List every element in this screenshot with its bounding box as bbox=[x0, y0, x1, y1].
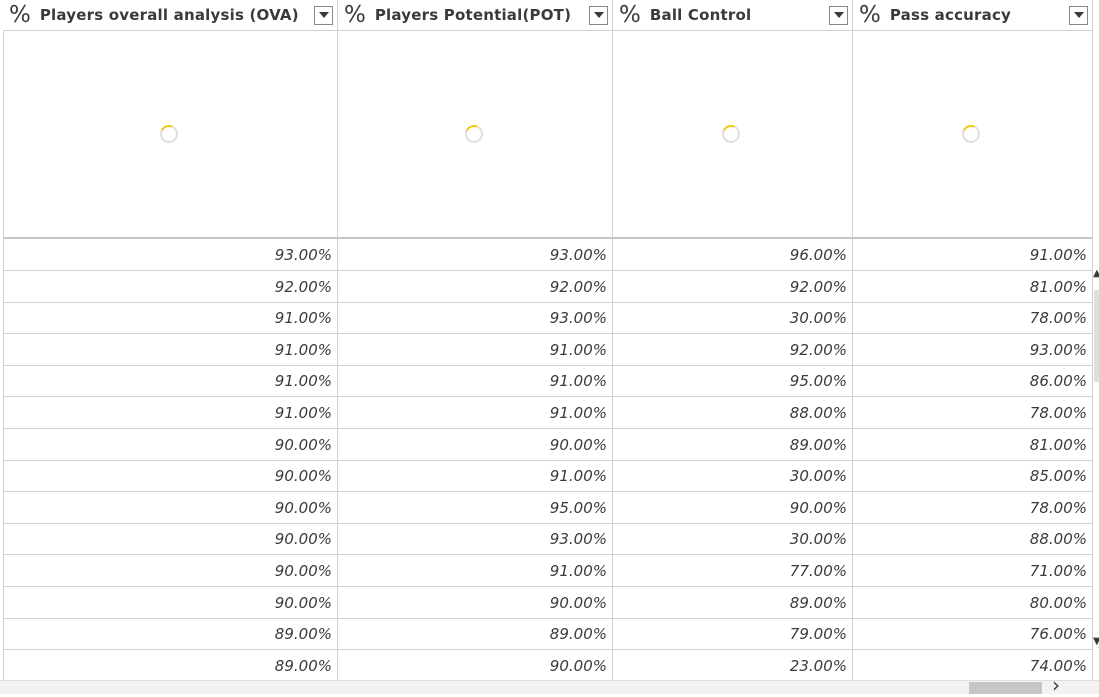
table-cell: 92.00% bbox=[613, 334, 853, 366]
percent-icon: % bbox=[619, 1, 641, 28]
table-cell: 90.00% bbox=[3, 587, 338, 619]
column-stats-pass-accuracy bbox=[853, 31, 1093, 239]
table-cell: 91.00% bbox=[3, 365, 338, 397]
column-header-ova[interactable]: % Players overall analysis (OVA) bbox=[3, 0, 338, 31]
table-cell: 88.00% bbox=[613, 397, 853, 429]
table-cell: 78.00% bbox=[853, 302, 1093, 334]
horizontal-scroll-thumb[interactable] bbox=[969, 682, 1042, 694]
column-title: Players overall analysis (OVA) bbox=[39, 6, 299, 24]
table-cell: 90.00% bbox=[3, 429, 338, 461]
loading-spinner-icon bbox=[719, 122, 743, 146]
column-stats-pot bbox=[338, 31, 613, 239]
table-cell: 91.00% bbox=[338, 555, 613, 587]
chevron-down-icon[interactable] bbox=[829, 5, 848, 25]
column-title: Pass accuracy bbox=[889, 6, 1012, 24]
table-cell: 93.00% bbox=[338, 239, 613, 271]
table-cell: 93.00% bbox=[853, 334, 1093, 366]
column-stats-ova bbox=[3, 31, 338, 239]
scroll-up-icon[interactable]: ▲ bbox=[1093, 268, 1099, 279]
loading-spinner-icon bbox=[462, 122, 486, 146]
table-cell: 77.00% bbox=[613, 555, 853, 587]
table-cell: 90.00% bbox=[3, 523, 338, 555]
table-cell: 23.00% bbox=[613, 650, 853, 682]
table-cell: 88.00% bbox=[853, 523, 1093, 555]
table-cell: 78.00% bbox=[853, 492, 1093, 524]
table-cell: 89.00% bbox=[613, 429, 853, 461]
table-cell: 90.00% bbox=[338, 587, 613, 619]
chevron-right-icon[interactable]: › bbox=[1052, 673, 1060, 697]
table-cell: 91.00% bbox=[338, 397, 613, 429]
table-cell: 93.00% bbox=[338, 523, 613, 555]
data-grid: % Players overall analysis (OVA) % Playe… bbox=[0, 0, 1093, 680]
table-cell: 91.00% bbox=[853, 239, 1093, 271]
table-cell: 90.00% bbox=[613, 492, 853, 524]
column-title: Players Potential(POT) bbox=[374, 6, 572, 24]
table-cell: 90.00% bbox=[3, 492, 338, 524]
table-cell: 95.00% bbox=[613, 365, 853, 397]
table-cell: 91.00% bbox=[3, 302, 338, 334]
table-cell: 90.00% bbox=[3, 460, 338, 492]
table-cell: 91.00% bbox=[3, 334, 338, 366]
column-header-pass-accuracy[interactable]: % Pass accuracy bbox=[853, 0, 1093, 31]
loading-spinner-icon bbox=[157, 122, 181, 146]
chevron-down-icon[interactable] bbox=[589, 5, 608, 25]
percent-icon: % bbox=[344, 1, 366, 28]
column-header-pot[interactable]: % Players Potential(POT) bbox=[338, 0, 613, 31]
vertical-scrollbar[interactable]: ▲ ▼ bbox=[1093, 0, 1099, 680]
table-cell: 91.00% bbox=[338, 334, 613, 366]
table-cell: 76.00% bbox=[853, 618, 1093, 650]
table-cell: 71.00% bbox=[853, 555, 1093, 587]
table-cell: 81.00% bbox=[853, 271, 1093, 303]
vertical-scroll-thumb[interactable] bbox=[1094, 290, 1099, 382]
percent-icon: % bbox=[9, 1, 31, 28]
column-header-ball-control[interactable]: % Ball Control bbox=[613, 0, 853, 31]
scroll-down-icon[interactable]: ▼ bbox=[1093, 636, 1099, 647]
table-cell: 30.00% bbox=[613, 302, 853, 334]
table-cell: 89.00% bbox=[338, 618, 613, 650]
table-cell: 89.00% bbox=[3, 650, 338, 682]
table-cell: 92.00% bbox=[613, 271, 853, 303]
table-cell: 95.00% bbox=[338, 492, 613, 524]
table-cell: 30.00% bbox=[613, 460, 853, 492]
table-cell: 91.00% bbox=[338, 365, 613, 397]
percent-icon: % bbox=[859, 1, 881, 28]
table-cell: 92.00% bbox=[3, 271, 338, 303]
table-cell: 78.00% bbox=[853, 397, 1093, 429]
table-cell: 91.00% bbox=[338, 460, 613, 492]
table-cell: 89.00% bbox=[3, 618, 338, 650]
loading-spinner-icon bbox=[959, 122, 983, 146]
chevron-down-icon[interactable] bbox=[1069, 5, 1088, 25]
table-cell: 90.00% bbox=[338, 429, 613, 461]
table-cell: 85.00% bbox=[853, 460, 1093, 492]
table-cell: 86.00% bbox=[853, 365, 1093, 397]
table-cell: 81.00% bbox=[853, 429, 1093, 461]
table-cell: 93.00% bbox=[338, 302, 613, 334]
table-cell: 80.00% bbox=[853, 587, 1093, 619]
row-header-edge bbox=[0, 0, 4, 680]
table-cell: 30.00% bbox=[613, 523, 853, 555]
table-cell: 79.00% bbox=[613, 618, 853, 650]
table-cell: 90.00% bbox=[338, 650, 613, 682]
horizontal-scrollbar[interactable]: › bbox=[0, 675, 1099, 695]
chevron-down-icon[interactable] bbox=[314, 5, 333, 25]
table-cell: 91.00% bbox=[3, 397, 338, 429]
table-cell: 89.00% bbox=[613, 587, 853, 619]
table-cell: 92.00% bbox=[338, 271, 613, 303]
table-cell: 96.00% bbox=[613, 239, 853, 271]
table-cell: 93.00% bbox=[3, 239, 338, 271]
column-stats-ball-control bbox=[613, 31, 853, 239]
table-cell: 90.00% bbox=[3, 555, 338, 587]
column-title: Ball Control bbox=[649, 6, 752, 24]
